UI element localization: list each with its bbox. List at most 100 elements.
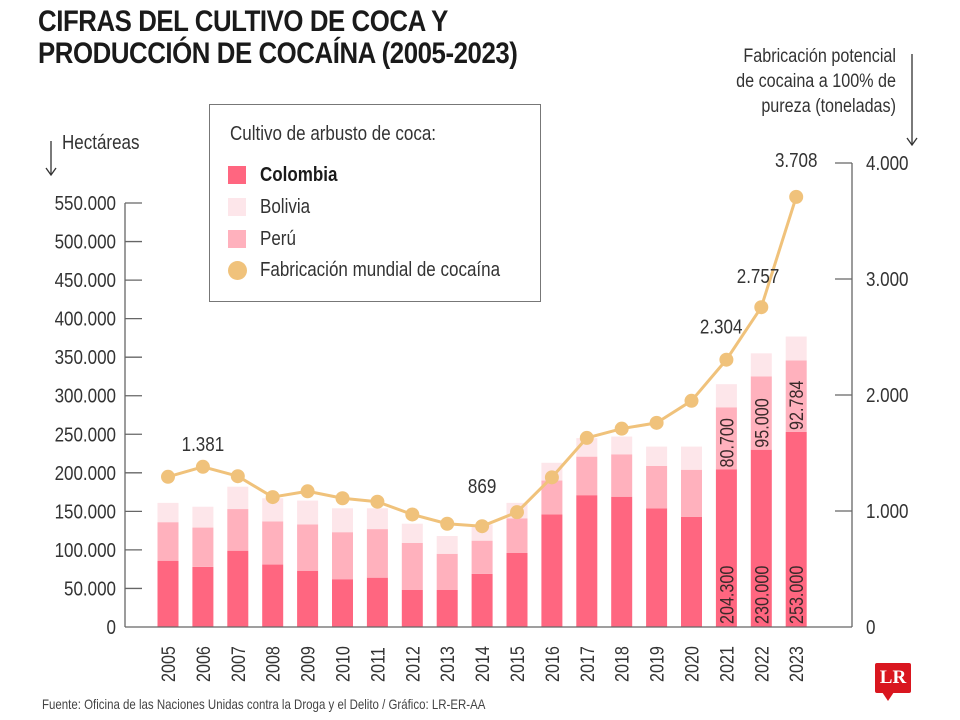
year-label: 2017 — [577, 646, 599, 682]
cocaine-point-2006 — [195, 459, 210, 474]
cocaine-point-2012 — [405, 507, 420, 522]
line-layer — [161, 189, 804, 534]
bar-bolivia-2005 — [157, 502, 179, 523]
legend-swatch-bolivia — [228, 198, 246, 216]
bar-colombia-2012 — [401, 589, 423, 627]
bar-colombia-2018 — [611, 496, 633, 627]
bar-colombia-2020 — [681, 516, 702, 627]
right-tick-label: 3.000 — [866, 268, 909, 291]
legend-label: Perú — [260, 227, 296, 250]
year-label: 2015 — [507, 646, 529, 682]
lr-logo-tail-icon — [882, 692, 894, 701]
legend-swatch-colombia — [228, 166, 246, 184]
year-label: 2013 — [437, 646, 459, 682]
year-label: 2009 — [297, 646, 319, 682]
bar-colombia-2014 — [471, 573, 493, 627]
bar-per-2012 — [401, 542, 423, 590]
bar-colombia-2019 — [646, 508, 668, 627]
legend-item-bolivia: Bolivia — [228, 192, 319, 222]
cocaine-point-2007 — [230, 469, 245, 484]
bars-layer — [157, 336, 807, 627]
year-label: 2008 — [262, 646, 284, 682]
left-tick-label: 450.000 — [55, 269, 116, 292]
left-tick-label: 50.000 — [64, 577, 116, 600]
bar-bolivia-2010 — [332, 508, 353, 533]
left-tick-label: 150.000 — [55, 500, 116, 523]
left-tick-label: 550.000 — [55, 192, 116, 215]
left-tick-label: 500.000 — [55, 230, 116, 253]
bar-per-2014 — [471, 540, 493, 574]
bar-per-2011 — [366, 529, 388, 578]
year-label: 2018 — [611, 646, 633, 682]
bar-colombia-2010 — [332, 579, 353, 627]
cocaine-point-2008 — [265, 490, 280, 505]
bar-colombia-2016 — [541, 514, 563, 627]
cocaine-point-2011 — [370, 494, 385, 509]
legend-dot-cocaine — [228, 260, 247, 280]
bar-value-label-per-2022: 95.000 — [751, 398, 773, 448]
cocaine-point-2017 — [579, 430, 594, 445]
year-label: 2020 — [681, 646, 703, 682]
bar-colombia-2008 — [262, 564, 284, 627]
cocaine-point-2019 — [649, 415, 664, 430]
right-tick-label: 2.000 — [866, 384, 909, 407]
legend-title: Cultivo de arbusto de coca: — [230, 123, 437, 145]
bar-per-2017 — [576, 456, 598, 496]
right-tick-label: 4.000 — [866, 152, 909, 175]
bar-colombia-2009 — [297, 570, 319, 627]
bar-bolivia-2022 — [750, 353, 772, 377]
year-label: 2014 — [472, 646, 494, 682]
bar-per-2010 — [332, 532, 353, 580]
left-tick-label: 200.000 — [55, 461, 116, 484]
right-tick-label: 0 — [866, 616, 875, 639]
year-label: 2010 — [332, 646, 354, 682]
left-tick-label: 350.000 — [55, 346, 116, 369]
bar-per-2006 — [192, 527, 214, 567]
labels-layer: 1.381 869 2.304 2.757 3.708 204.300 230.000 253… — [182, 149, 818, 624]
bar-colombia-2011 — [366, 577, 388, 627]
right-axis-title: Fabricación potencial de cocaina a 100% … — [675, 44, 896, 119]
cocaine-point-2016 — [544, 470, 559, 485]
bar-bolivia-2011 — [366, 508, 388, 530]
left-axis-title: Hectáreas — [62, 132, 140, 154]
bar-bolivia-2020 — [681, 446, 702, 470]
year-label: 2019 — [646, 646, 668, 682]
right-tick-label: 1.000 — [866, 500, 909, 523]
bar-per-2018 — [611, 454, 633, 497]
bar-colombia-2017 — [576, 495, 598, 627]
cocaine-point-2005 — [161, 469, 175, 484]
bar-bolivia-2013 — [436, 536, 458, 554]
right-axis-title-line: Fabricación potencial — [743, 46, 896, 67]
year-label: 2023 — [786, 646, 808, 682]
legend-item-colombia: Colombia — [228, 160, 351, 190]
annotation-cocaine-2023: 3.708 — [775, 149, 818, 172]
cocaine-point-2009 — [300, 484, 315, 499]
cocaine-point-2021 — [719, 352, 734, 367]
left-tick-label: 400.000 — [55, 307, 116, 330]
legend-swatch-peru — [228, 230, 246, 248]
cocaine-point-2014 — [475, 519, 490, 534]
bar-per-2007 — [227, 509, 249, 551]
cocaine-point-2018 — [614, 421, 629, 436]
annotation-cocaine-2021: 2.304 — [700, 315, 743, 338]
bar-per-2021 — [715, 407, 737, 470]
axes-layer: 0 50.000 100.000 150.000 200.000 250.000 300.0… — [55, 152, 909, 682]
bar-per-2016 — [541, 480, 563, 515]
left-tick-label: 300.000 — [55, 384, 116, 407]
year-label: 2011 — [367, 647, 389, 682]
annotation-cocaine-2014: 869 — [468, 475, 496, 498]
bar-value-label-per-2023: 92.784 — [786, 380, 808, 430]
bar-bolivia-2019 — [646, 446, 668, 466]
cocaine-point-2022 — [754, 300, 769, 315]
bar-bolivia-2006 — [192, 506, 214, 528]
bar-per-2009 — [297, 524, 319, 571]
bar-value-label-colombia-2022: 230.000 — [751, 565, 773, 624]
cocaine-point-2015 — [510, 505, 524, 520]
bar-per-2008 — [262, 521, 284, 565]
legend-label: Fabricación mundial de cocaína — [260, 258, 501, 281]
legend: Cultivo de arbusto de coca: Colombia Bol… — [209, 104, 541, 302]
legend-item-peru: Perú — [228, 224, 302, 254]
lr-logo: LR — [875, 663, 911, 693]
source-footer: Fuente: Oficina de las Naciones Unidas c… — [42, 696, 486, 712]
